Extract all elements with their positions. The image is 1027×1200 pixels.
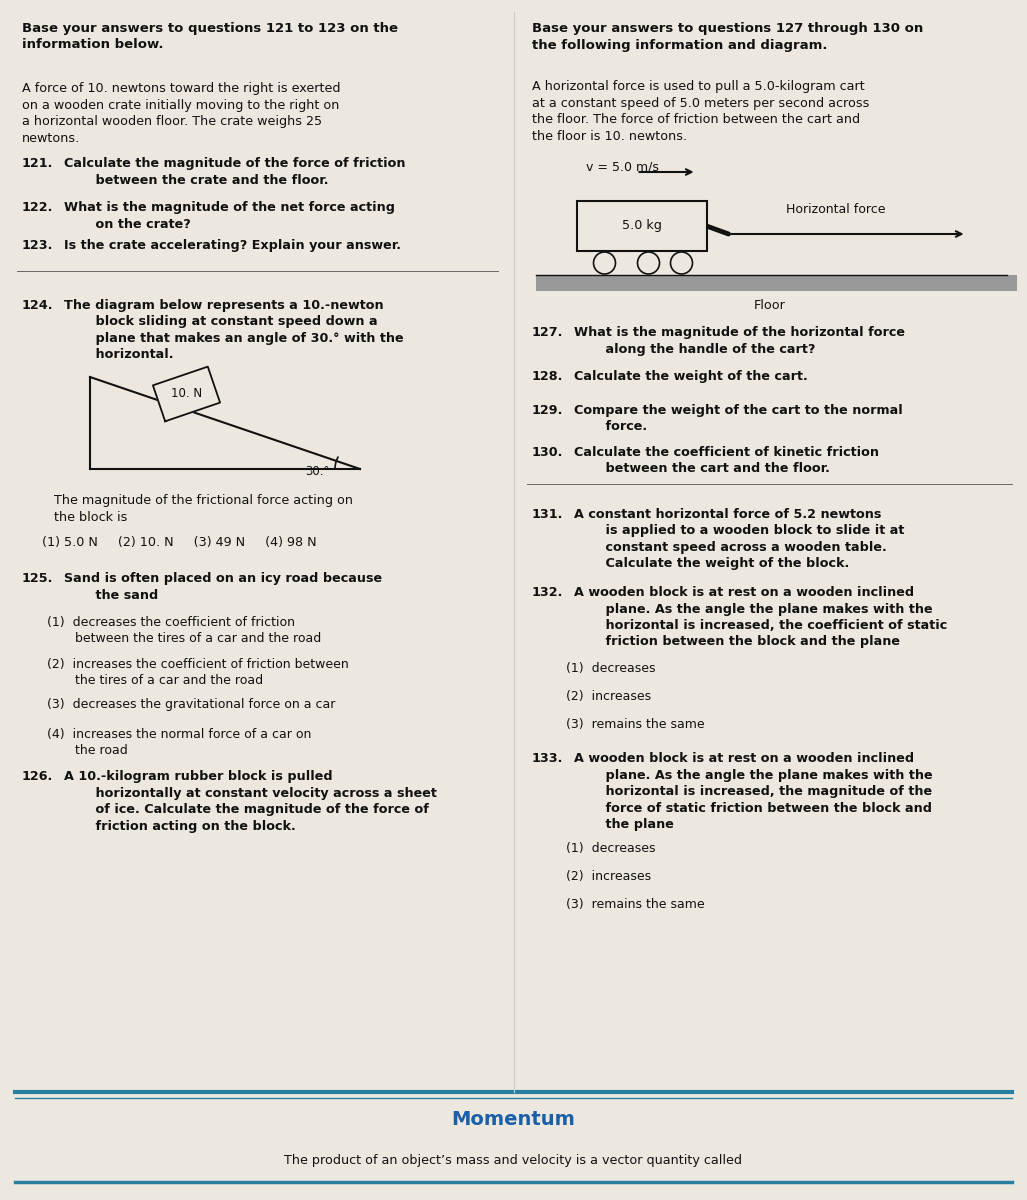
Text: Horizontal force: Horizontal force — [786, 203, 885, 216]
Text: (1)  decreases: (1) decreases — [567, 842, 656, 854]
Text: A wooden block is at rest on a wooden inclined
       plane. As the angle the pl: A wooden block is at rest on a wooden in… — [573, 586, 947, 648]
Text: (2)  increases the coefficient of friction between
       the tires of a car and: (2) increases the coefficient of frictio… — [47, 658, 349, 688]
Text: (1)  decreases: (1) decreases — [567, 662, 656, 674]
Text: (3)  decreases the gravitational force on a car: (3) decreases the gravitational force on… — [47, 698, 336, 712]
Text: A force of 10. newtons toward the right is exerted
on a wooden crate initially m: A force of 10. newtons toward the right … — [22, 82, 341, 144]
Text: Base your answers to questions 121 to 123 on the
information below.: Base your answers to questions 121 to 12… — [22, 22, 398, 52]
Text: 121.: 121. — [22, 157, 53, 170]
Text: What is the magnitude of the horizontal force
       along the handle of the car: What is the magnitude of the horizontal … — [573, 326, 905, 355]
Text: 128.: 128. — [532, 370, 563, 383]
Text: (3)  remains the same: (3) remains the same — [567, 718, 706, 731]
Text: A wooden block is at rest on a wooden inclined
       plane. As the angle the pl: A wooden block is at rest on a wooden in… — [573, 752, 933, 830]
Circle shape — [671, 252, 692, 274]
Text: The magnitude of the frictional force acting on
the block is: The magnitude of the frictional force ac… — [54, 494, 353, 523]
Bar — [576, 200, 707, 251]
Text: 130.: 130. — [532, 446, 563, 458]
Text: (1)  decreases the coefficient of friction
       between the tires of a car and: (1) decreases the coefficient of frictio… — [47, 616, 321, 646]
Text: Floor: Floor — [754, 299, 786, 312]
Text: What is the magnitude of the net force acting
       on the crate?: What is the magnitude of the net force a… — [64, 200, 395, 230]
Text: 5.0 kg: 5.0 kg — [621, 220, 661, 233]
Text: The diagram below represents a 10.-newton
       block sliding at constant speed: The diagram below represents a 10.-newto… — [64, 299, 404, 361]
Text: 123.: 123. — [22, 239, 53, 252]
Text: 126.: 126. — [22, 770, 53, 784]
Bar — [536, 275, 1017, 290]
Polygon shape — [153, 367, 220, 421]
Text: Base your answers to questions 127 through 130 on
the following information and : Base your answers to questions 127 throu… — [532, 22, 922, 52]
Text: 124.: 124. — [22, 299, 53, 312]
Text: (1) 5.0 N     (2) 10. N     (3) 49 N     (4) 98 N: (1) 5.0 N (2) 10. N (3) 49 N (4) 98 N — [42, 536, 316, 550]
Text: v = 5.0 m/s: v = 5.0 m/s — [586, 160, 659, 173]
Text: 132.: 132. — [532, 586, 563, 599]
Text: Compare the weight of the cart to the normal
       force.: Compare the weight of the cart to the no… — [573, 404, 903, 433]
Text: 131.: 131. — [532, 508, 563, 521]
Circle shape — [594, 252, 615, 274]
Text: A horizontal force is used to pull a 5.0-kilogram cart
at a constant speed of 5.: A horizontal force is used to pull a 5.0… — [532, 80, 869, 143]
Text: The product of an object’s mass and velocity is a vector quantity called: The product of an object’s mass and velo… — [284, 1154, 743, 1166]
Circle shape — [638, 252, 659, 274]
Text: (3)  remains the same: (3) remains the same — [567, 898, 706, 911]
Text: A constant horizontal force of 5.2 newtons
       is applied to a wooden block t: A constant horizontal force of 5.2 newto… — [573, 508, 904, 570]
Text: Sand is often placed on an icy road because
       the sand: Sand is often placed on an icy road beca… — [64, 572, 382, 601]
Text: Calculate the weight of the cart.: Calculate the weight of the cart. — [573, 370, 807, 383]
Text: 125.: 125. — [22, 572, 53, 586]
Text: A 10.-kilogram rubber block is pulled
       horizontally at constant velocity a: A 10.-kilogram rubber block is pulled ho… — [64, 770, 436, 833]
Text: Calculate the magnitude of the force of friction
       between the crate and th: Calculate the magnitude of the force of … — [64, 157, 406, 186]
Text: 129.: 129. — [532, 404, 563, 416]
Text: (2)  increases: (2) increases — [567, 690, 651, 703]
Text: Calculate the coefficient of kinetic friction
       between the cart and the fl: Calculate the coefficient of kinetic fri… — [573, 446, 878, 475]
Text: 10. N: 10. N — [170, 388, 202, 401]
Text: 127.: 127. — [532, 326, 563, 338]
Text: (4)  increases the normal force of a car on
       the road: (4) increases the normal force of a car … — [47, 728, 311, 757]
Text: 133.: 133. — [532, 752, 563, 766]
Text: 30.°: 30.° — [305, 466, 330, 478]
Text: Momentum: Momentum — [452, 1110, 575, 1129]
Text: 122.: 122. — [22, 200, 53, 214]
Text: (2)  increases: (2) increases — [567, 870, 651, 883]
Text: Is the crate accelerating? Explain your answer.: Is the crate accelerating? Explain your … — [64, 239, 401, 252]
